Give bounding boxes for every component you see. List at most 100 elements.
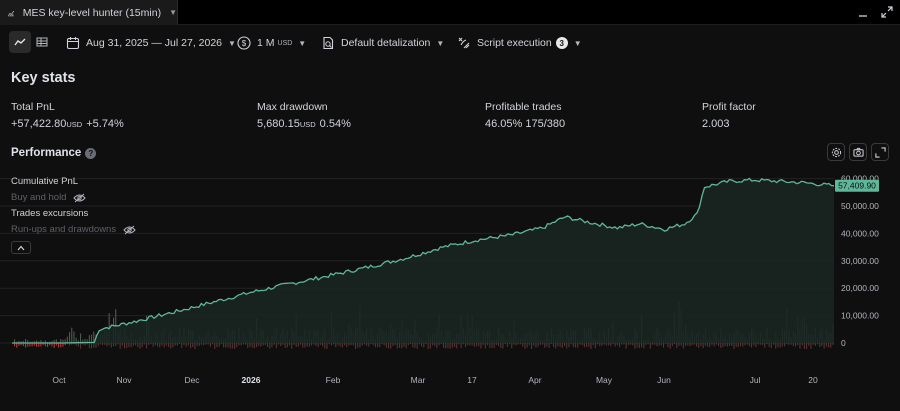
drawdown-bar bbox=[214, 343, 216, 349]
chart-view-button[interactable] bbox=[9, 31, 31, 53]
chevron-down-icon: ▼ bbox=[298, 38, 307, 48]
drawdown-bar bbox=[456, 343, 458, 349]
drawdown-bar bbox=[302, 343, 304, 348]
y-tick-label: 50,000.00 bbox=[841, 201, 879, 211]
legend-buy-and-hold[interactable]: Buy and hold bbox=[11, 192, 87, 203]
screenshot-button[interactable] bbox=[849, 143, 867, 161]
maximize-panel-button[interactable] bbox=[878, 4, 896, 20]
profitable-trades-ratio: 175/380 bbox=[525, 118, 566, 130]
drawdown-bar bbox=[174, 343, 176, 346]
legend-trades-excursions[interactable]: Trades excursions bbox=[11, 208, 88, 219]
runup-bar bbox=[75, 337, 77, 343]
runup-bar bbox=[91, 334, 93, 343]
drawdown-bar bbox=[817, 343, 819, 345]
drawdown-bar bbox=[403, 343, 405, 347]
drawdown-bar bbox=[478, 343, 480, 347]
drawdown-bar bbox=[176, 343, 178, 346]
script-execution-label: Script execution bbox=[477, 37, 552, 49]
calendar-icon bbox=[66, 37, 80, 50]
runup-bar bbox=[27, 340, 29, 343]
drawdown-bar bbox=[762, 343, 764, 346]
drawdown-bar bbox=[588, 343, 590, 347]
legend-runups-drawdowns[interactable]: Run-ups and drawdowns bbox=[11, 224, 136, 235]
drawdown-bar bbox=[77, 343, 79, 347]
performance-title: Performance bbox=[11, 147, 82, 159]
drawdown-bar bbox=[25, 343, 27, 348]
capital-selector[interactable]: $ 1 M USD ▼ bbox=[237, 33, 306, 53]
drawdown-bar bbox=[748, 343, 750, 347]
drawdown-bar bbox=[526, 343, 528, 348]
drawdown-bar bbox=[467, 343, 469, 346]
runup-bar bbox=[84, 339, 86, 343]
stat-value: 46.05% 175/380 bbox=[485, 118, 565, 130]
drawdown-bar bbox=[427, 343, 429, 349]
total-pnl-percent: +5.74% bbox=[86, 118, 124, 130]
drawdown-bar bbox=[330, 343, 332, 346]
drawdown-bar bbox=[209, 343, 211, 347]
eye-off-icon[interactable] bbox=[123, 225, 136, 235]
drawdown-bar bbox=[326, 343, 328, 349]
drawdown-bar bbox=[106, 343, 108, 347]
drawdown-bar bbox=[702, 343, 704, 349]
x-tick-label: Nov bbox=[116, 375, 132, 385]
table-view-button[interactable] bbox=[31, 31, 53, 53]
drawdown-bar bbox=[328, 343, 330, 345]
drawdown-bar bbox=[14, 343, 16, 347]
stat-value: 5,680.15USD 0.54% bbox=[257, 118, 351, 130]
cumulative-pnl-line bbox=[12, 177, 835, 344]
drawdown-bar bbox=[568, 343, 570, 348]
fullscreen-button[interactable] bbox=[871, 143, 889, 161]
detalization-selector[interactable]: Default detalization ▼ bbox=[321, 33, 444, 53]
drawdown-bar bbox=[524, 343, 526, 349]
legend-cumulative-pnl[interactable]: Cumulative PnL bbox=[11, 176, 78, 187]
drawdown-bar bbox=[205, 343, 207, 345]
drawdown-bar bbox=[575, 343, 577, 348]
drawdown-bar bbox=[104, 343, 106, 345]
collapse-legend-button[interactable] bbox=[11, 241, 31, 254]
drawdown-bar bbox=[374, 343, 376, 348]
drawdown-bar bbox=[31, 343, 33, 347]
runup-bar bbox=[86, 339, 88, 343]
drawdown-bar bbox=[405, 343, 407, 349]
drawdown-bar bbox=[559, 343, 561, 348]
drawdown-bar bbox=[102, 343, 104, 346]
drawdown-bar bbox=[275, 343, 277, 349]
drawdown-bar bbox=[159, 343, 161, 348]
drawdown-bar bbox=[720, 343, 722, 348]
drawdown-bar bbox=[383, 343, 385, 346]
minimize-panel-button[interactable] bbox=[854, 4, 872, 20]
y-axis-labels: 60,000.00 50,000.00 40,000.00 30,000.00 20,0… bbox=[841, 174, 879, 348]
drawdown-bar bbox=[654, 343, 656, 345]
drawdown-bar bbox=[289, 343, 291, 346]
runup-bar bbox=[20, 341, 22, 343]
drawdown-bar bbox=[82, 343, 84, 345]
drawdown-bar bbox=[592, 343, 594, 346]
drawdown-bar bbox=[509, 343, 511, 345]
drawdown-bar bbox=[634, 343, 636, 349]
runup-bar bbox=[77, 340, 79, 343]
strategy-selector-tab[interactable]: MES key-level hunter (15min) ▼ bbox=[0, 0, 178, 25]
drawdown-bar bbox=[269, 343, 271, 349]
max-drawdown-percent: 0.54% bbox=[319, 118, 351, 130]
drawdown-bar bbox=[788, 343, 790, 345]
drawdown-bar bbox=[821, 343, 823, 346]
drawdown-bar bbox=[130, 343, 132, 348]
drawdown-bar bbox=[698, 343, 700, 348]
y-tick-label: 40,000.00 bbox=[841, 228, 879, 238]
drawdown-bar bbox=[603, 343, 605, 345]
drawdown-bar bbox=[436, 343, 438, 349]
drawdown-bar bbox=[253, 343, 255, 349]
runup-bar bbox=[71, 327, 73, 343]
date-range-selector[interactable]: Aug 31, 2025 — Jul 27, 2026 ▼ bbox=[66, 33, 236, 53]
drawdown-bar bbox=[196, 343, 198, 347]
script-execution-selector[interactable]: Script execution 3 ▼ bbox=[457, 33, 582, 53]
drawdown-bar bbox=[797, 343, 799, 346]
drawdown-bar bbox=[757, 343, 759, 345]
drawdown-bar bbox=[297, 343, 299, 347]
help-icon[interactable]: ? bbox=[85, 147, 97, 159]
runup-bar bbox=[69, 332, 71, 343]
eye-off-icon[interactable] bbox=[73, 193, 87, 203]
chart-settings-button[interactable] bbox=[827, 143, 845, 161]
drawdown-bar bbox=[132, 343, 134, 346]
drawdown-bar bbox=[401, 343, 403, 349]
